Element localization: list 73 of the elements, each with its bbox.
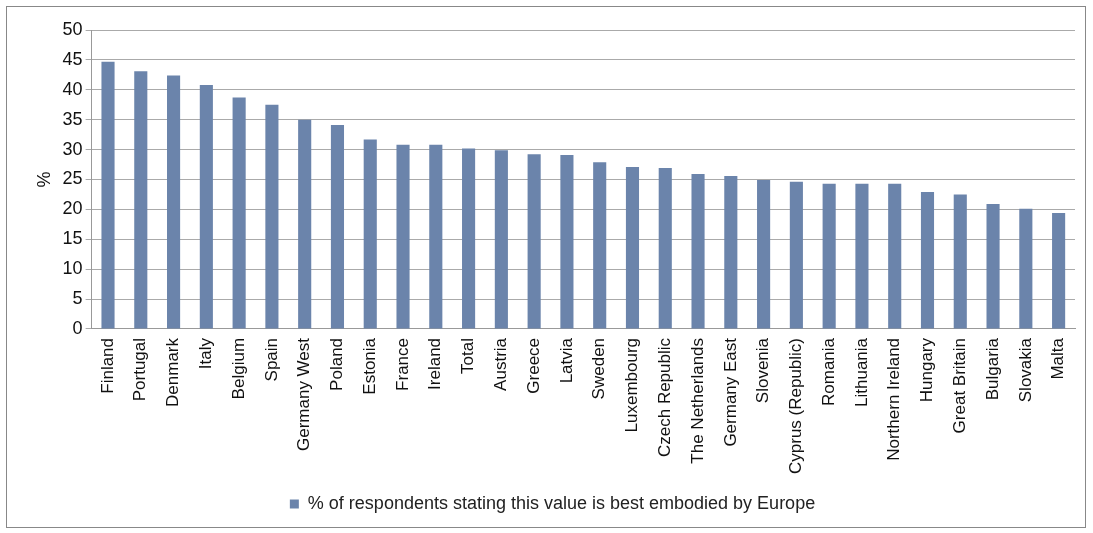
y-tick-label: 35 — [62, 108, 83, 129]
x-tick-label: Greece — [523, 337, 543, 394]
x-tick-label: Spain — [261, 337, 281, 382]
x-tick-label: Slovenia — [753, 337, 773, 404]
bar — [429, 144, 443, 329]
x-tick-label: Latvia — [556, 337, 576, 384]
x-tick-label: Hungary — [917, 337, 937, 403]
x-tick-label: Sweden — [589, 337, 609, 400]
y-tick-label: 15 — [62, 228, 83, 249]
bar — [1052, 212, 1066, 329]
x-tick-label: Ireland — [425, 337, 445, 390]
bar — [494, 150, 508, 329]
x-tick-label: Romania — [818, 337, 838, 407]
bar — [527, 154, 541, 329]
x-tick-label: France — [392, 337, 412, 391]
bar — [789, 181, 803, 329]
bar — [757, 180, 771, 329]
x-tick-label: Poland — [327, 337, 347, 391]
y-tick-label: 45 — [62, 48, 83, 69]
bar — [822, 183, 836, 329]
bar — [199, 85, 213, 329]
bar — [593, 162, 607, 329]
x-tick-label: Germany West — [294, 337, 314, 452]
bar — [658, 168, 672, 329]
y-axis-title: % — [33, 171, 54, 188]
bar — [101, 61, 115, 329]
y-tick-label: 20 — [62, 198, 83, 219]
x-tick-label: Luxembourg — [622, 337, 642, 433]
bar — [1019, 208, 1033, 329]
x-tick-label: Northern Ireland — [884, 337, 904, 461]
bar — [625, 166, 640, 329]
y-tick-label: 5 — [72, 288, 83, 309]
bar — [462, 148, 476, 329]
y-tick-label: 10 — [62, 258, 83, 279]
x-tick-label: Czech Republic — [654, 337, 674, 458]
bar — [888, 183, 902, 329]
x-tick-label: Italy — [196, 337, 216, 370]
bar — [167, 75, 181, 329]
bar — [986, 203, 1000, 329]
bar — [691, 174, 705, 329]
x-tick-label: Bulgaria — [982, 337, 1002, 401]
bar — [724, 175, 738, 329]
bar — [134, 71, 148, 329]
x-tick-label: Portugal — [130, 337, 150, 402]
x-tick-label: Cyprus (Republic) — [786, 337, 806, 475]
y-tick-label: 40 — [62, 78, 83, 99]
bar — [855, 183, 869, 329]
x-tick-label: The Netherlands — [687, 337, 707, 464]
bar — [920, 192, 935, 329]
bar — [232, 97, 246, 329]
x-tick-label: Belgium — [228, 337, 248, 400]
x-tick-label: Great Britain — [949, 337, 969, 434]
x-tick-label: Total — [458, 337, 478, 374]
y-tick-label: 50 — [62, 18, 83, 39]
x-tick-label: Austria — [491, 337, 511, 391]
y-tick-label: 30 — [62, 138, 83, 159]
x-tick-label: Denmark — [163, 337, 183, 407]
bar — [560, 154, 574, 329]
bar — [330, 125, 345, 329]
legend-label: % of respondents stating this value is best embodied by Europe — [307, 492, 816, 513]
bar — [363, 139, 377, 329]
x-tick-label: Estonia — [359, 337, 379, 395]
bar — [265, 104, 279, 329]
bar — [953, 194, 967, 329]
bar — [396, 144, 410, 329]
x-tick-label: Malta — [1048, 337, 1068, 380]
x-tick-label: Finland — [97, 337, 117, 394]
y-tick-label: 0 — [72, 317, 83, 338]
x-tick-label: Slovakia — [1015, 337, 1035, 403]
bar — [298, 119, 312, 329]
x-tick-label: Lithuania — [851, 337, 871, 407]
x-tick-label: Germany East — [720, 337, 740, 447]
y-tick-label: 25 — [62, 168, 83, 189]
